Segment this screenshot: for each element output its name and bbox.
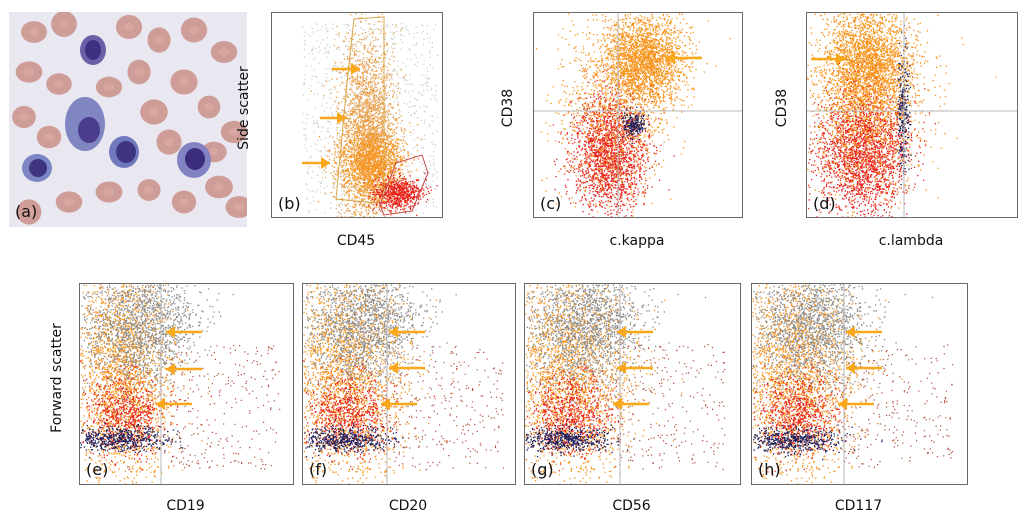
- event-cloud: [363, 168, 438, 217]
- xlabel-c: c.kappa: [609, 233, 665, 249]
- event-cloud: [807, 60, 936, 217]
- xlabel-b: CD45: [336, 233, 376, 249]
- gate-outline: [379, 154, 429, 216]
- event-cloud: [170, 344, 281, 470]
- xlabel-h: CD117: [834, 498, 883, 514]
- plot-g: (g): [524, 283, 741, 485]
- plasma-cells: [22, 35, 211, 182]
- event-cloud: [752, 284, 934, 433]
- arrow-icon: [846, 326, 882, 338]
- xlabel-d: c.lambda: [878, 233, 944, 249]
- panel-tag-a: (a): [15, 202, 38, 221]
- xlabel-e: CD19: [166, 498, 205, 514]
- ylabel-d: CD38: [774, 88, 790, 128]
- arrow-icon: [166, 326, 202, 338]
- arrow-icon: [381, 398, 417, 410]
- arrow-icon: [320, 112, 346, 124]
- panel-tag-b: (b): [278, 194, 301, 213]
- plot-f: (f): [302, 283, 516, 485]
- event-cloud: [303, 353, 435, 471]
- event-cloud: [525, 284, 683, 484]
- scatter-f: [303, 284, 504, 484]
- event-cloud: [310, 13, 419, 217]
- plot-h: (h): [751, 283, 968, 485]
- panel-tag-g: (g): [531, 460, 554, 479]
- arrow-icon: [332, 63, 360, 75]
- arrow-icon: [811, 53, 845, 65]
- arrow-icon: [838, 398, 874, 410]
- xlabel-f: CD20: [388, 498, 428, 514]
- event-cloud: [535, 13, 708, 217]
- panel-tag-d: (d): [813, 194, 836, 213]
- event-cloud: [753, 422, 883, 461]
- arrow-icon: [613, 398, 649, 410]
- event-cloud: [616, 106, 650, 145]
- event-cloud: [80, 421, 184, 459]
- scatter-b: [302, 13, 439, 217]
- arrow-icon: [156, 398, 192, 410]
- event-cloud: [583, 13, 731, 132]
- red-blood-cells: [12, 12, 247, 225]
- arrow-icon: [389, 362, 425, 374]
- panel-tag-f: (f): [309, 460, 328, 479]
- event-cloud: [615, 344, 726, 471]
- gate-outline: [335, 16, 385, 204]
- panel-tag-c: (c): [540, 194, 562, 213]
- ylabel-e: Forward scatter: [49, 323, 65, 433]
- ylabel-c: CD38: [500, 88, 516, 128]
- plot-d: (d): [806, 12, 1018, 218]
- xlabel-g: CD56: [612, 498, 651, 514]
- arrow-icon: [617, 326, 653, 338]
- scatter-e: [80, 284, 281, 484]
- micrograph-panel-a: (a): [9, 12, 247, 227]
- arrow-icon: [389, 326, 425, 338]
- event-cloud: [304, 284, 457, 433]
- bone-marrow-micrograph: [9, 12, 247, 227]
- scatter-h: [752, 284, 954, 484]
- event-cloud: [807, 13, 963, 157]
- event-cloud: [81, 284, 234, 433]
- ylabel-b: Side scatter: [236, 66, 252, 150]
- scatter-g: [525, 284, 726, 484]
- scatter-d: [807, 13, 1017, 217]
- arrow-icon: [617, 362, 653, 374]
- event-cloud: [753, 346, 847, 476]
- event-cloud: [807, 14, 997, 217]
- arrow-icon: [666, 52, 702, 64]
- arrow-icon: [846, 362, 882, 374]
- plot-e: (e): [79, 283, 294, 485]
- event-cloud: [80, 353, 212, 471]
- scatter-c: [534, 13, 742, 217]
- plot-c: (c): [533, 12, 743, 218]
- event-cloud: [393, 345, 504, 471]
- panel-tag-e: (e): [86, 460, 109, 479]
- panel-tag-h: (h): [758, 460, 781, 479]
- arrow-icon: [166, 363, 202, 375]
- event-cloud: [526, 355, 623, 476]
- event-cloud: [304, 419, 405, 459]
- plot-b: (b): [271, 12, 443, 218]
- event-cloud: [525, 418, 635, 458]
- arrow-icon: [302, 157, 330, 169]
